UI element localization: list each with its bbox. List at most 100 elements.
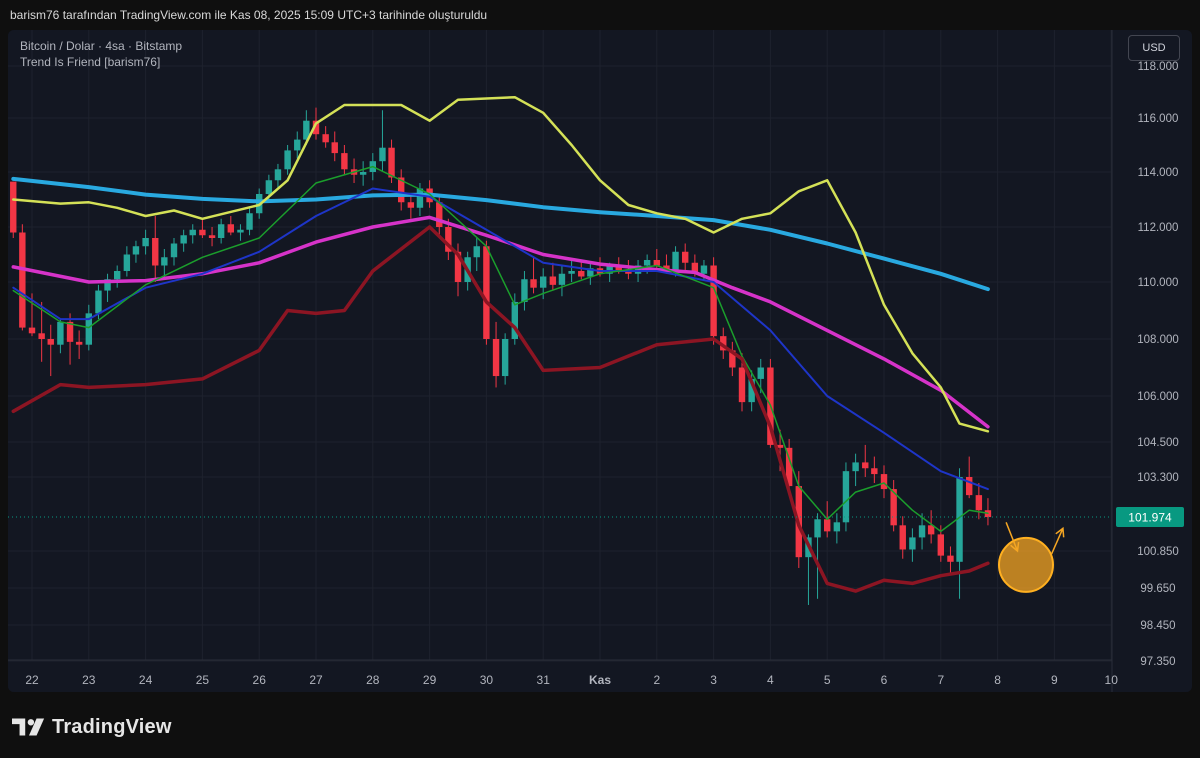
candle [549, 262, 557, 291]
candle-body [483, 246, 490, 339]
candle [729, 341, 736, 377]
price-tick-label: 116.000 [1138, 113, 1179, 125]
candle-body [587, 268, 594, 277]
candle-body [956, 477, 963, 562]
price-tick-label: 104.500 [1137, 437, 1179, 449]
candle-body [38, 333, 45, 339]
candle-body [161, 257, 168, 266]
candle-body [530, 279, 537, 288]
candle-body [114, 271, 121, 280]
candle-body [274, 169, 282, 181]
candle [47, 324, 54, 377]
candle [473, 238, 480, 271]
candle [956, 468, 963, 599]
candle [199, 218, 206, 238]
candle [170, 238, 178, 266]
time-tick-label: 30 [480, 673, 494, 687]
yellow-band-line [12, 95, 990, 433]
price-axis: 118.000 116.000 114.000 112.000 110.000 108.0… [1137, 61, 1179, 668]
candle [189, 224, 196, 244]
price-tick-label: 112.000 [1138, 222, 1179, 234]
candle-body [454, 251, 462, 282]
candle-body [880, 474, 888, 490]
arrow-down-icon-head [1010, 541, 1020, 553]
candle-body [606, 265, 613, 274]
candle-body [189, 229, 196, 236]
candle-body [379, 147, 386, 162]
candle [142, 229, 149, 255]
candle-body [28, 327, 36, 334]
highlight-circle [998, 536, 1054, 593]
candle [899, 516, 906, 559]
candle-body [66, 321, 74, 342]
candle-body [170, 243, 178, 258]
candle-body [871, 468, 878, 475]
candle [842, 462, 850, 532]
arrow-up-icon [1050, 526, 1065, 555]
candle-body [237, 229, 244, 233]
candle [237, 224, 244, 241]
candle [123, 246, 131, 277]
currency-button[interactable]: USD [1128, 35, 1180, 61]
price-tick-label: 118.000 [1138, 61, 1179, 73]
candle-body [738, 367, 746, 403]
time-tick-label: 28 [366, 673, 380, 687]
symbol-title[interactable]: Bitcoin / Dolar · 4sa · Bitstamp [20, 39, 183, 53]
candle-body [909, 537, 916, 550]
candle-body [284, 150, 291, 170]
candle [114, 265, 121, 288]
candle [653, 249, 660, 271]
price-tick-label: 114.000 [1138, 167, 1179, 179]
arrow-up-icon-head [1055, 526, 1065, 538]
candle-body [568, 271, 575, 274]
candle [578, 260, 585, 280]
candle-body [710, 265, 717, 337]
candle [558, 265, 566, 297]
candle-body [180, 235, 187, 244]
time-tick-label: 22 [25, 673, 39, 687]
dark-red_band-line [11, 225, 990, 593]
candle [407, 194, 415, 219]
time-tick-label: 7 [937, 673, 944, 687]
candle-body [341, 153, 348, 170]
candle [75, 330, 83, 359]
candle-body [729, 350, 736, 368]
candle-body [927, 525, 935, 535]
arrow-down-icon-shaft [1005, 522, 1019, 552]
candle-body [549, 276, 557, 285]
candle-body [57, 321, 64, 345]
candle [303, 110, 310, 145]
candle-body [899, 525, 906, 550]
tradingview-wordmark: TradingView [52, 715, 172, 738]
candle [66, 313, 74, 365]
candle-body [265, 180, 273, 194]
candle-body [445, 227, 452, 252]
candle-body [227, 224, 234, 233]
candle-body [700, 265, 708, 274]
candle [294, 131, 301, 159]
candle [246, 207, 253, 236]
candle-body [407, 202, 415, 208]
price-chart[interactable]: 118.000 116.000 114.000 112.000 110.000 108.0… [8, 30, 1192, 692]
candle-body [85, 313, 92, 345]
candle-body [511, 301, 518, 339]
chart-panel[interactable]: 118.000 116.000 114.000 112.000 110.000 108.0… [8, 30, 1192, 692]
time-tick-label: 10 [1105, 673, 1119, 687]
time-tick-label: 5 [824, 673, 831, 687]
price-tick-label: 108.000 [1137, 334, 1179, 346]
candle-body [95, 290, 102, 314]
candle-body [104, 279, 111, 291]
candle [436, 194, 443, 236]
chart-caption: barism76 tarafından TradingView.com ile … [0, 0, 1200, 30]
candle-body [757, 367, 764, 379]
candle-body [132, 246, 140, 255]
price-tick-label: 110.000 [1138, 277, 1179, 289]
candle [909, 528, 916, 562]
candle [398, 169, 405, 211]
candle-body [824, 519, 831, 532]
candle-body [246, 213, 253, 230]
indicator-name[interactable]: Trend Is Friend [barism76] [20, 55, 161, 69]
price-tick-label: 106.000 [1137, 391, 1179, 403]
candle-body [19, 232, 26, 328]
candle-body [814, 519, 821, 538]
